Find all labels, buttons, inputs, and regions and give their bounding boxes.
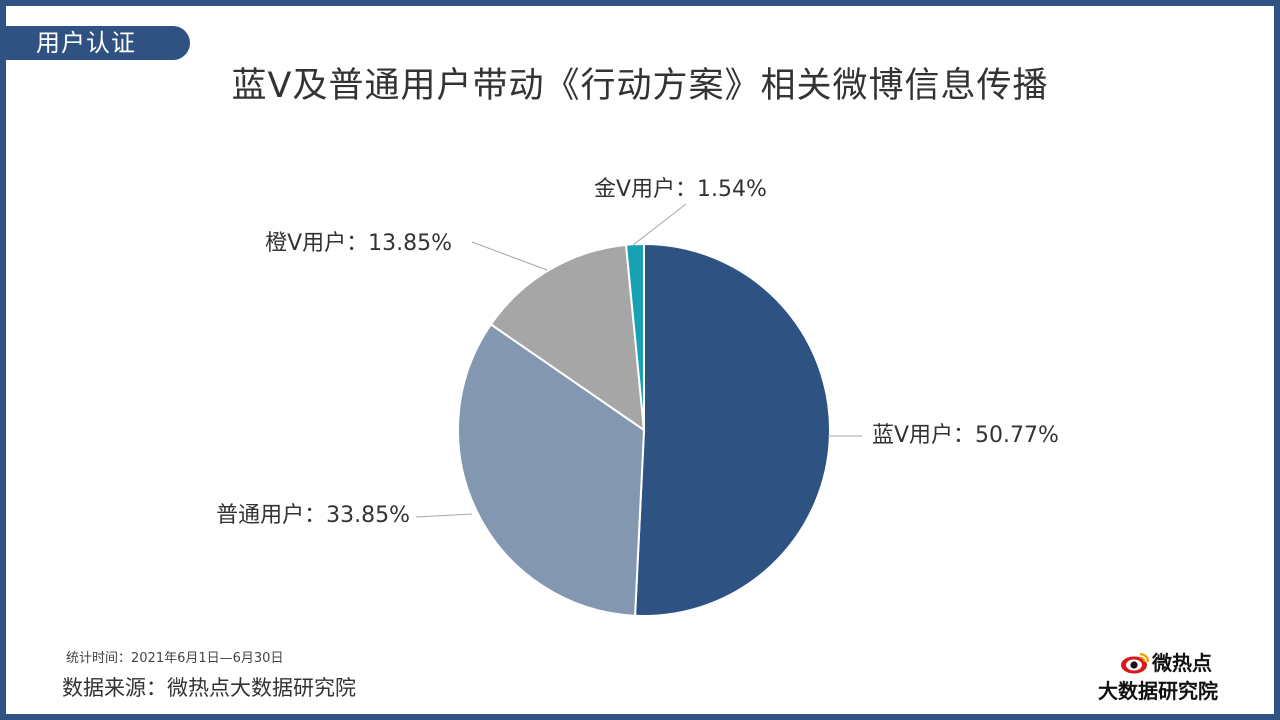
pie-slice-2	[457, 322, 646, 617]
pie-slice-1	[634, 242, 832, 617]
section-tag-label: 用户认证	[36, 29, 136, 57]
leader-line-2	[415, 513, 473, 518]
pie-slice-4	[624, 242, 645, 431]
leader-line-4	[632, 203, 687, 246]
leader-line-3	[471, 241, 548, 271]
data-source: 数据来源：微热点大数据研究院	[62, 676, 356, 700]
logo-institute: 大数据研究院	[1098, 679, 1218, 703]
footer-notes: 统计时间：2021年6月1日—6月30日 数据来源：微热点大数据研究院	[62, 650, 356, 702]
logo-brand: 微热点	[1152, 651, 1212, 675]
section-tag: 用户认证	[6, 26, 190, 60]
weibo-eye-icon	[1121, 652, 1150, 674]
stat-time: 统计时间：2021年6月1日—6月30日	[66, 651, 284, 666]
pie-chart: 蓝V用户：50.77% 普通用户：33.85% 橙V用户：13.85% 金V用户：1.…	[216, 177, 1059, 617]
slice-label-4: 金V用户：1.54%	[594, 177, 767, 202]
slice-label-2: 普通用户：33.85%	[216, 503, 410, 528]
brand-logo: 微热点 大数据研究院	[1098, 648, 1248, 710]
slice-label-1: 蓝V用户：50.77%	[872, 423, 1059, 448]
slide: 用户认证 蓝V及普通用户带动《行动方案》相关微博信息传播 蓝V用户：50.77%…	[6, 6, 1274, 714]
chart-title: 蓝V及普通用户带动《行动方案》相关微博信息传播	[231, 66, 1049, 106]
slice-label-3: 橙V用户：13.85%	[265, 231, 452, 256]
pie-slice-3	[489, 243, 646, 433]
